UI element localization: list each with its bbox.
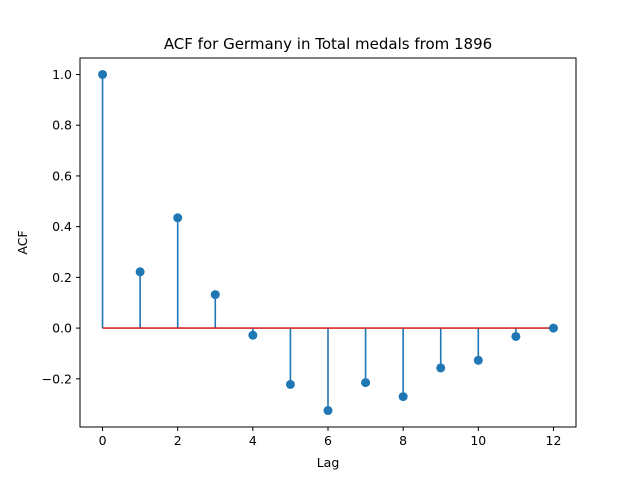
marker-lag-4 <box>248 330 258 340</box>
plot-area <box>98 69 558 416</box>
marker-lag-0 <box>98 69 108 79</box>
x-axis-label: Lag <box>317 455 340 470</box>
marker-lag-5 <box>285 379 295 389</box>
marker-lag-10 <box>473 355 483 365</box>
x-tick-label: 10 <box>470 433 486 448</box>
x-tick-label: 0 <box>99 433 107 448</box>
x-tick-label: 4 <box>249 433 257 448</box>
y-tick-label: 0.2 <box>52 270 72 285</box>
marker-lag-8 <box>398 392 408 402</box>
marker-lag-11 <box>511 331 521 341</box>
marker-lag-2 <box>173 213 183 223</box>
x-axis: 0 2 4 6 8 10 12 <box>99 427 562 448</box>
x-tick-label: 8 <box>399 433 407 448</box>
marker-lag-1 <box>135 267 145 277</box>
y-tick-label: 1.0 <box>52 67 72 82</box>
y-tick-label: 0.0 <box>52 321 72 336</box>
x-tick-label: 12 <box>546 433 562 448</box>
marker-lag-3 <box>210 290 220 300</box>
marker-lag-12 <box>548 323 558 333</box>
marker-lag-7 <box>361 378 371 388</box>
y-axis-label: ACF <box>15 230 30 254</box>
marker-lag-6 <box>323 406 333 416</box>
chart-title: ACF for Germany in Total medals from 189… <box>164 35 492 53</box>
x-tick-label: 2 <box>174 433 182 448</box>
y-tick-label: 0.4 <box>52 219 72 234</box>
y-axis: −0.2 0.0 0.2 0.4 0.6 0.8 1.0 <box>42 67 80 386</box>
y-tick-label: 0.8 <box>52 118 72 133</box>
y-tick-label: −0.2 <box>42 371 72 386</box>
x-tick-label: 6 <box>324 433 332 448</box>
marker-lag-9 <box>436 363 446 373</box>
y-tick-label: 0.6 <box>52 168 72 183</box>
